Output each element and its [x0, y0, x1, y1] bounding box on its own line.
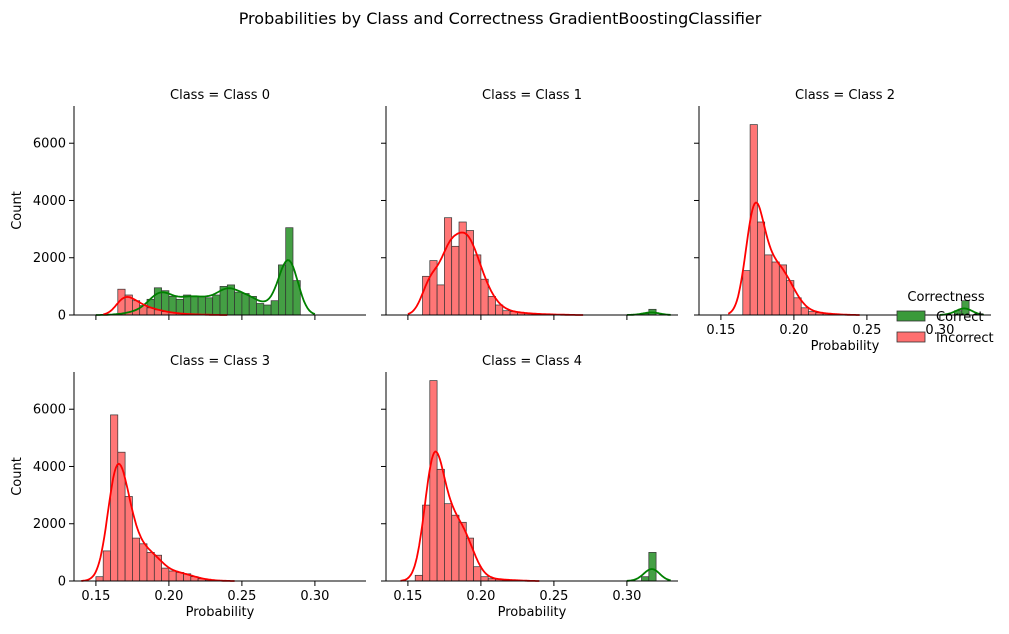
- panel-title: Class = Class 4: [482, 354, 582, 369]
- legend-swatch: [896, 331, 926, 343]
- x-axis-label: Probability: [811, 339, 880, 354]
- histogram-bar: [502, 310, 511, 316]
- x-tick-label: 0.30: [612, 589, 641, 604]
- x-tick-label: 0.20: [779, 323, 808, 338]
- x-tick-label: 0.15: [81, 589, 110, 604]
- histogram-bar: [414, 574, 423, 582]
- y-tick-label: 6000: [33, 403, 66, 418]
- x-axis-label: Probability: [498, 605, 567, 620]
- histogram-bar: [742, 270, 751, 316]
- histogram-bar: [132, 537, 141, 582]
- histogram-bar: [256, 303, 265, 316]
- histogram-bar: [139, 543, 148, 582]
- histogram-bar: [458, 221, 467, 316]
- facet-panel: Class = Class 4 0.15 0.20 0.25 0.30 Probabili…: [381, 354, 678, 620]
- x-tick-label: 0.25: [227, 589, 256, 604]
- histogram-bar: [234, 291, 243, 316]
- histogram-bar: [648, 552, 657, 582]
- panel-title: Class = Class 0: [170, 88, 270, 103]
- x-tick-label: 0.15: [706, 323, 735, 338]
- x-tick-label: 0.15: [393, 589, 422, 604]
- y-tick-label: 0: [58, 309, 66, 324]
- histogram-bar: [190, 296, 199, 316]
- histogram-bar: [263, 304, 272, 316]
- histogram-bar: [146, 552, 155, 582]
- y-axis-label: Count: [10, 191, 25, 230]
- facet-panel: Class = Class 2 0.15 0.20 0.25 0.30 Probabili…: [694, 88, 991, 354]
- histogram-bar: [793, 297, 802, 316]
- y-tick-label: 2000: [33, 517, 66, 532]
- histogram-bar: [102, 550, 111, 582]
- histogram-bar: [270, 300, 279, 316]
- y-tick-label: 6000: [33, 137, 66, 152]
- histogram-bar: [808, 311, 817, 316]
- histogram-bar: [444, 217, 453, 316]
- histogram-bar: [480, 278, 489, 316]
- facet-panel: Class = Class 0 0 2000 4000 6000 Count: [10, 88, 366, 324]
- panel-title: Class = Class 2: [795, 88, 895, 103]
- y-tick-label: 4000: [33, 194, 66, 209]
- histogram-bar: [641, 576, 650, 582]
- histogram-bar: [168, 570, 177, 582]
- histogram-bar: [764, 254, 773, 316]
- chart-title: Probabilities by Class and Correctness G…: [239, 9, 762, 28]
- facet-panel: Class = Class 1: [381, 88, 678, 320]
- histogram-bar: [161, 567, 170, 582]
- histogram-bar: [110, 414, 119, 582]
- histogram-bar: [429, 380, 438, 582]
- x-tick-label: 0.25: [539, 589, 568, 604]
- legend-label: Incorrect: [936, 331, 994, 346]
- x-tick-label: 0.20: [154, 589, 183, 604]
- histogram-bar: [197, 296, 206, 316]
- legend-swatch: [896, 310, 926, 322]
- histogram-bar: [241, 293, 250, 316]
- kde-line: [727, 201, 860, 316]
- panel-title: Class = Class 1: [482, 88, 582, 103]
- histogram-bar: [480, 576, 489, 582]
- x-tick-label: 0.30: [925, 323, 954, 338]
- y-axis-label: Count: [10, 457, 25, 496]
- x-axis-label: Probability: [186, 605, 255, 620]
- kde-line: [95, 259, 316, 316]
- histogram-bar: [285, 227, 294, 316]
- histogram-bar: [757, 221, 766, 316]
- x-tick-label: 0.30: [300, 589, 329, 604]
- histogram-bar: [771, 261, 780, 316]
- facet-panel: Class = Class 3 0 2000 4000 6000 0.15 0.20 0.25…: [10, 354, 366, 620]
- histogram-bar: [451, 245, 460, 316]
- histogram-bar: [95, 576, 104, 582]
- kde-line: [626, 568, 671, 582]
- y-tick-label: 4000: [33, 460, 66, 475]
- histogram-bar: [212, 294, 221, 316]
- histogram-bar: [278, 264, 287, 316]
- histogram-bar: [451, 514, 460, 582]
- legend: Correctness Correct Incorrect: [896, 290, 994, 346]
- kde-line: [400, 450, 540, 582]
- kde-line: [81, 462, 235, 582]
- y-tick-label: 0: [58, 575, 66, 590]
- kde-line: [939, 307, 984, 316]
- x-tick-label: 0.20: [466, 589, 495, 604]
- histogram-bar: [183, 294, 192, 316]
- legend-title: Correctness: [907, 290, 984, 305]
- histogram-bar: [487, 296, 496, 316]
- histogram-bar: [800, 307, 809, 316]
- histogram-bar: [436, 284, 445, 316]
- panel-title: Class = Class 3: [170, 354, 270, 369]
- x-tick-label: 0.25: [852, 323, 881, 338]
- histogram-bar: [495, 304, 504, 316]
- legend-label: Correct: [936, 310, 983, 325]
- histogram-bar: [473, 566, 482, 582]
- histogram-bar: [436, 468, 445, 582]
- histogram-bar: [422, 275, 431, 316]
- y-tick-label: 2000: [33, 251, 66, 266]
- histogram-bar: [444, 503, 453, 582]
- histogram-bar: [205, 297, 214, 316]
